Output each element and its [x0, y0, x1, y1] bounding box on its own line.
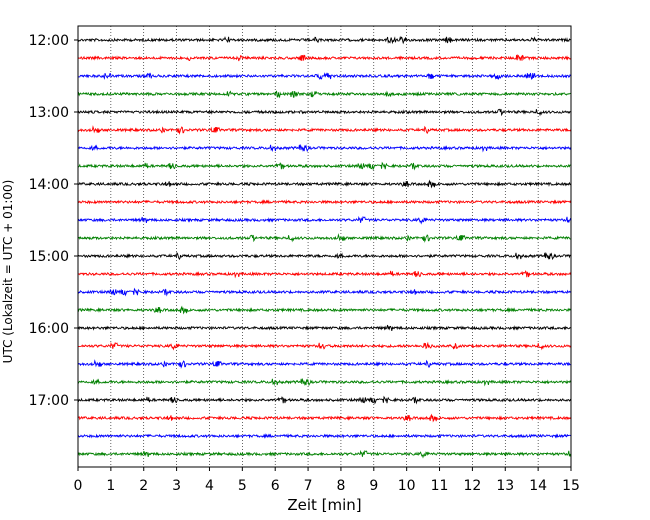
seismic-trace — [77, 179, 571, 189]
trace-layer — [77, 35, 572, 459]
x-tick-label: 13 — [496, 478, 514, 494]
x-tick-label: 3 — [172, 478, 181, 494]
x-tick-label: 5 — [238, 478, 247, 494]
y-axis-title: UTC (Lokalzeit = UTC + 01:00) — [1, 180, 15, 364]
x-tick-label: 12 — [463, 478, 481, 494]
y-tick-label: 15:00 — [29, 249, 69, 265]
x-tick-label: 11 — [431, 478, 449, 494]
seismic-trace — [77, 413, 571, 423]
x-tick-label: 15 — [562, 478, 580, 494]
x-tick-label: 10 — [398, 478, 416, 494]
seismic-trace — [77, 108, 571, 117]
y-tick-label: 17:00 — [29, 393, 69, 409]
seismic-trace — [77, 161, 571, 171]
seismic-trace — [77, 233, 571, 243]
seismic-trace — [77, 377, 572, 387]
seismic-trace — [77, 341, 571, 351]
seismic-trace — [77, 395, 572, 405]
x-tick-label: 1 — [106, 478, 115, 494]
seismic-trace — [77, 90, 571, 99]
y-tick-label: 13:00 — [29, 105, 69, 121]
seismic-trace — [77, 287, 571, 297]
y-tick-label: 14:00 — [29, 177, 69, 193]
seismic-trace — [77, 125, 572, 135]
y-tick-label: 16:00 — [29, 321, 69, 337]
plot-frame — [77, 25, 572, 468]
y-tick-label: 12:00 — [29, 33, 69, 49]
seismic-trace — [77, 433, 571, 439]
seismic-trace — [77, 199, 572, 205]
x-axis-title: Zeit [min] — [287, 496, 361, 514]
x-axis-ticks: 0 1 2 3 4 5 6 7 8 9 10 11 12 13 14 15 — [74, 467, 580, 494]
seismic-trace — [77, 143, 572, 153]
seismic-trace — [77, 54, 571, 62]
x-tick-label: 7 — [304, 478, 313, 494]
seismic-trace — [77, 72, 571, 80]
seismic-trace — [77, 251, 571, 261]
x-tick-label: 4 — [205, 478, 214, 494]
seismic-trace — [77, 270, 572, 279]
x-tick-label: 14 — [529, 478, 547, 494]
x-tick-label: 8 — [336, 478, 345, 494]
x-tick-label: 0 — [74, 478, 83, 494]
seismic-trace — [77, 449, 572, 459]
x-tick-label: 6 — [271, 478, 280, 494]
seismic-trace — [77, 324, 571, 332]
seismic-trace — [77, 305, 571, 315]
x-tick-label: 2 — [139, 478, 148, 494]
y-axis-ticks: 12:00 13:00 14:00 15:00 16:00 17:00 — [29, 33, 78, 409]
seismic-trace — [77, 35, 571, 45]
x-tick-label: 9 — [369, 478, 378, 494]
seismic-trace — [77, 359, 571, 369]
seismic-trace — [77, 215, 572, 225]
